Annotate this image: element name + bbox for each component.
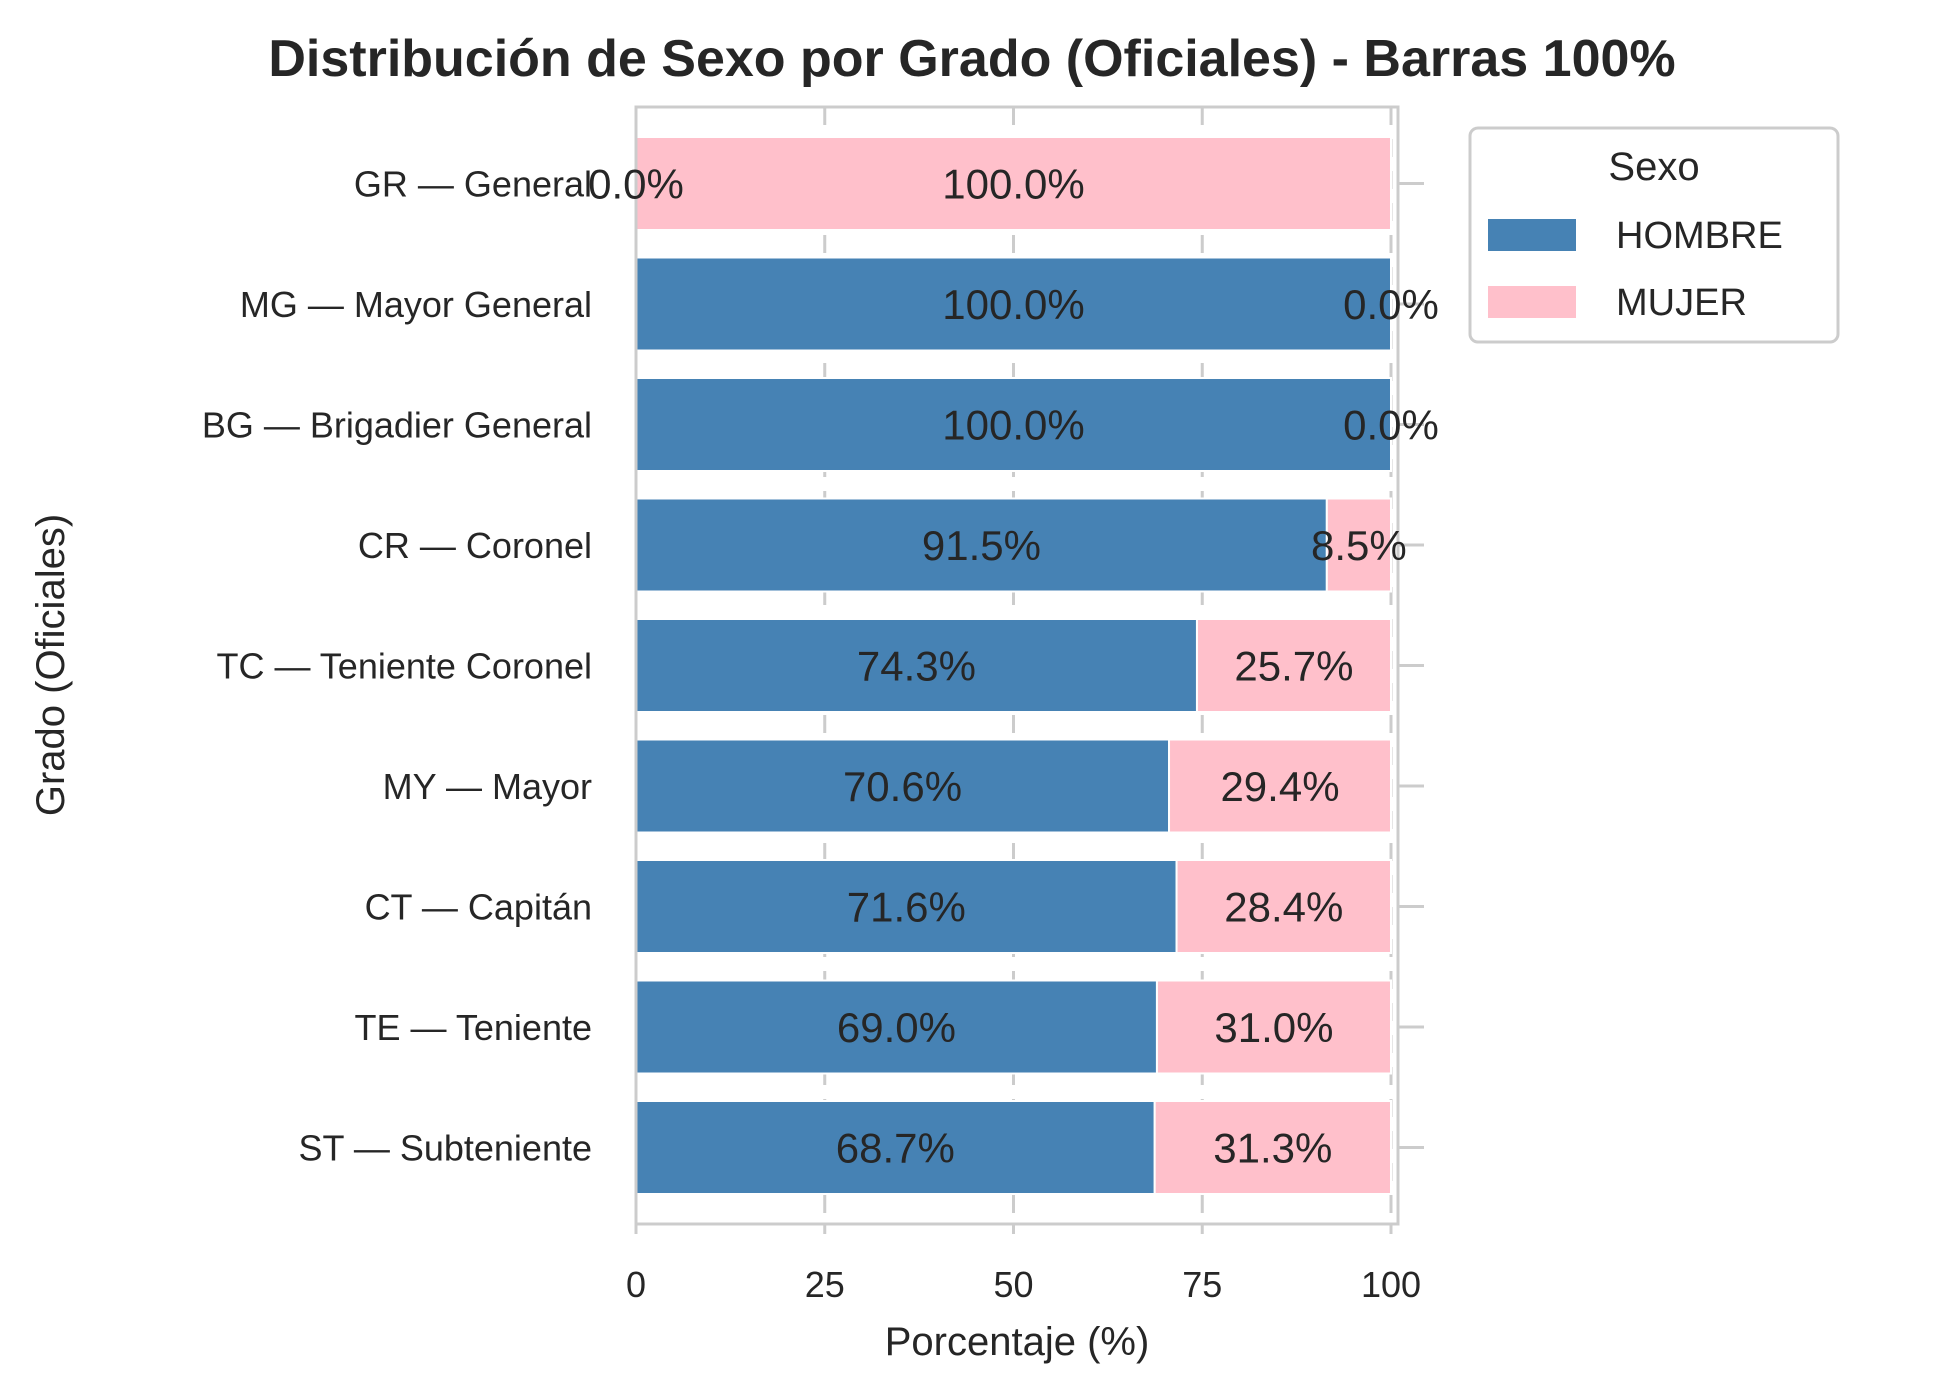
data-label-hombre: 74.3% xyxy=(857,643,976,690)
bar-hombre xyxy=(635,256,1392,352)
data-label-mujer: 31.0% xyxy=(1214,1004,1333,1051)
bar-mujer xyxy=(1155,979,1392,1075)
legend-swatch-mujer xyxy=(1488,286,1576,318)
data-label-hombre: 91.5% xyxy=(922,522,1041,569)
bar-hombre xyxy=(635,979,1158,1075)
x-tick-label: 100 xyxy=(1361,1264,1421,1305)
x-tick-label: 25 xyxy=(805,1264,845,1305)
data-label-hombre: 100.0% xyxy=(942,402,1084,449)
y-tick-labels: GR — General MG — Mayor General BG — Briga… xyxy=(202,164,592,1169)
chart-title: Distribución de Sexo por Grado (Oficiale… xyxy=(268,30,1675,88)
data-labels: 0.0% 100.0% 100.0% 0.0% 100.0% 0.0% 91.5% 8.5% 7… xyxy=(588,161,1439,1172)
right-ticks xyxy=(1398,182,1424,1149)
data-label-mujer: 100.0% xyxy=(942,161,1084,208)
data-label-hombre: 69.0% xyxy=(837,1004,956,1051)
y-tick-label: MY — Mayor xyxy=(383,766,592,807)
x-axis-label: Porcentaje (%) xyxy=(885,1320,1150,1364)
bar-hombre xyxy=(635,1100,1156,1195)
data-label-mujer: 25.7% xyxy=(1234,643,1353,690)
y-tick-label: CT — Capitán xyxy=(365,887,592,928)
y-tick-label: BG — Brigadier General xyxy=(202,405,592,446)
y-tick-label: TE — Teniente xyxy=(355,1007,592,1048)
data-label-hombre: 70.6% xyxy=(843,763,962,810)
legend-label-mujer: MUJER xyxy=(1616,282,1747,324)
x-tick-labels: 0 25 50 75 100 xyxy=(626,1264,1421,1305)
data-label-hombre: 100.0% xyxy=(942,281,1084,328)
y-tick-label: GR — General xyxy=(354,164,592,205)
y-tick-label: MG — Mayor General xyxy=(240,284,592,325)
data-label-mujer: 0.0% xyxy=(1343,402,1439,449)
bar-mujer xyxy=(1325,497,1392,593)
data-label-hombre: 0.0% xyxy=(588,161,684,208)
bar-hombre xyxy=(635,859,1178,954)
x-tick-label: 50 xyxy=(993,1264,1033,1305)
data-label-mujer: 31.3% xyxy=(1213,1125,1332,1172)
data-label-mujer: 0.0% xyxy=(1343,281,1439,328)
bar-mujer xyxy=(1195,618,1392,713)
legend-title: Sexo xyxy=(1608,145,1699,189)
y-tick-label: TC — Teniente Coronel xyxy=(216,646,592,687)
bar-hombre xyxy=(635,377,1392,472)
x-tick-label: 75 xyxy=(1182,1264,1222,1305)
bar-mujer xyxy=(635,136,1392,231)
data-label-hombre: 71.6% xyxy=(847,884,966,931)
bar-mujer xyxy=(1153,1100,1393,1195)
y-tick-label: CR — Coronel xyxy=(358,525,592,566)
bar-mujer xyxy=(1175,859,1392,954)
data-label-hombre: 68.7% xyxy=(836,1125,955,1172)
bar-hombre xyxy=(635,618,1198,713)
bar-mujer xyxy=(1168,738,1393,834)
y-tick-label: ST — Subteniente xyxy=(298,1128,592,1169)
data-label-mujer: 28.4% xyxy=(1224,884,1343,931)
legend-swatch-hombre xyxy=(1488,219,1576,251)
data-label-mujer: 8.5% xyxy=(1311,522,1407,569)
x-tick-label: 0 xyxy=(626,1264,646,1305)
bar-hombre xyxy=(635,738,1171,834)
legend-label-hombre: HOMBRE xyxy=(1616,215,1783,257)
bars xyxy=(635,136,1393,1195)
y-axis-label: Grado (Oficiales) xyxy=(29,514,73,816)
plot-frame xyxy=(634,105,1400,1226)
data-label-mujer: 29.4% xyxy=(1220,763,1339,810)
legend: Sexo HOMBRE MUJER xyxy=(1468,126,1840,344)
